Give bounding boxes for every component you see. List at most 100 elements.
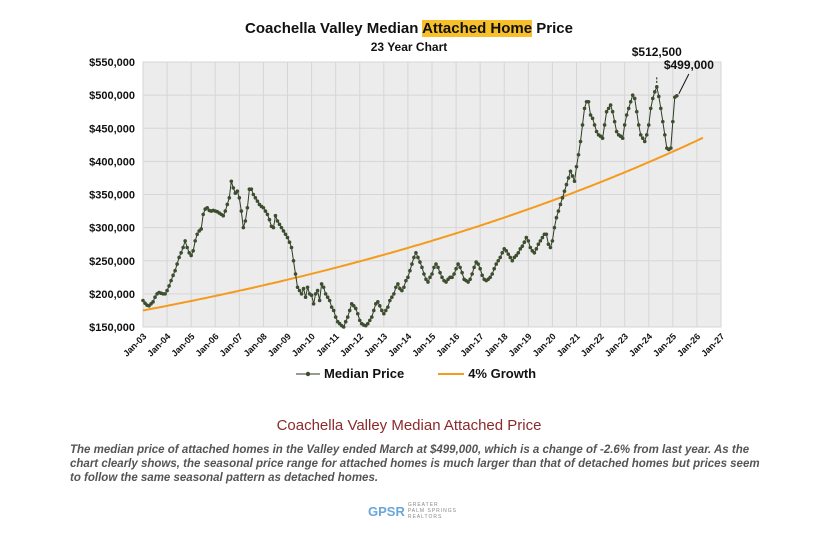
median-price-point — [382, 311, 386, 316]
median-price-point — [544, 232, 549, 237]
median-price-point — [386, 305, 390, 309]
median-price-point — [283, 232, 288, 237]
median-price-point — [628, 99, 633, 104]
median-price-point — [432, 265, 436, 270]
y-tick-label: $400,000 — [89, 156, 135, 168]
median-price-point — [580, 123, 585, 127]
median-price-point — [652, 90, 657, 94]
median-price-point — [614, 129, 619, 134]
median-price-point — [165, 288, 169, 293]
median-price-point — [371, 308, 376, 313]
median-price-point — [418, 260, 422, 264]
median-price-point — [420, 265, 424, 270]
median-price-point — [470, 272, 474, 276]
median-price-point — [237, 196, 242, 200]
median-price-point — [275, 219, 280, 223]
median-price-point — [540, 235, 545, 240]
median-price-point — [522, 240, 527, 244]
x-tick-label: Jan-08 — [242, 331, 269, 358]
median-price-point — [434, 262, 438, 266]
median-price-point — [536, 242, 541, 246]
median-price-point — [353, 306, 358, 311]
median-price-point — [279, 225, 284, 230]
median-price-point — [566, 176, 571, 180]
median-price-point — [554, 215, 559, 220]
y-tick-label: $300,000 — [89, 223, 135, 235]
median-price-point — [183, 239, 187, 243]
median-price-point — [460, 270, 464, 275]
median-price-point — [181, 245, 185, 250]
x-axis-ticks: Jan-03Jan-04Jan-05Jan-06Jan-07Jan-08Jan-… — [121, 331, 726, 358]
median-price-point — [221, 213, 226, 218]
title-post: Price — [532, 20, 573, 37]
median-price-point — [496, 258, 501, 263]
median-price-point — [327, 298, 332, 303]
median-price-point — [412, 255, 416, 260]
y-tick-label: $150,000 — [89, 322, 135, 334]
median-price-point — [669, 146, 673, 150]
median-price-point — [644, 133, 649, 137]
median-price-point — [416, 255, 420, 260]
logo-text: GREATER PALM SPRINGS REALTORS — [408, 502, 457, 520]
annotations: $512,500$499,000 — [632, 45, 714, 95]
median-price-point — [185, 245, 189, 250]
x-tick-label: Jan-14 — [386, 331, 413, 358]
median-price-point — [594, 129, 599, 134]
median-price-point — [620, 136, 625, 140]
median-price-point — [249, 187, 254, 191]
x-tick-label: Jan-17 — [458, 331, 485, 358]
median-price-point — [586, 99, 591, 104]
median-price-point — [305, 285, 310, 290]
median-price-point — [650, 96, 655, 101]
median-price-point — [345, 315, 350, 319]
median-price-point — [313, 292, 318, 296]
median-price-point — [534, 247, 539, 251]
median-price-point — [325, 295, 330, 299]
median-price-point — [604, 109, 609, 114]
median-price-point — [478, 266, 482, 271]
title-pre: Coachella Valley Median — [245, 20, 423, 37]
median-price-point — [153, 295, 157, 299]
median-price-point — [452, 272, 456, 276]
median-price-point — [658, 106, 663, 111]
median-price-point — [177, 255, 181, 260]
x-tick-label: Jan-24 — [627, 331, 654, 358]
median-price-point — [263, 209, 268, 213]
x-tick-label: Jan-09 — [266, 331, 293, 358]
median-price-point — [636, 123, 641, 127]
median-price-point — [675, 93, 679, 98]
median-price-point — [231, 186, 236, 190]
median-price-point — [626, 106, 631, 111]
median-price-point — [317, 298, 322, 303]
median-price-point — [638, 133, 643, 137]
median-price-point — [630, 93, 635, 97]
median-price-point — [378, 304, 382, 308]
median-price-point — [548, 245, 553, 250]
median-price-point — [392, 292, 396, 296]
median-price-point — [466, 280, 470, 284]
median-price-point — [367, 318, 372, 323]
median-price-point — [458, 265, 462, 270]
median-price-point — [295, 285, 300, 290]
median-price-point — [293, 272, 298, 276]
x-tick-label: Jan-12 — [338, 331, 365, 358]
logo-line3: REALTORS — [407, 514, 443, 520]
median-price-point — [390, 295, 394, 299]
median-price-point — [384, 308, 388, 313]
median-price-point — [410, 262, 414, 266]
median-price-point — [454, 266, 458, 271]
median-price-point — [309, 293, 314, 298]
median-price-point — [488, 275, 493, 280]
median-price-point — [564, 182, 569, 187]
median-price-point — [187, 251, 191, 255]
median-price-point — [610, 109, 615, 114]
median-price-point — [404, 278, 408, 283]
median-price-point — [646, 123, 651, 127]
median-price-point — [528, 245, 533, 250]
median-price-point — [179, 251, 183, 255]
logo-line2: PALM SPRINGS — [407, 508, 457, 514]
median-price-point — [291, 258, 296, 263]
median-price-point — [261, 205, 266, 210]
median-price-point — [191, 249, 195, 253]
median-price-point — [574, 164, 579, 169]
